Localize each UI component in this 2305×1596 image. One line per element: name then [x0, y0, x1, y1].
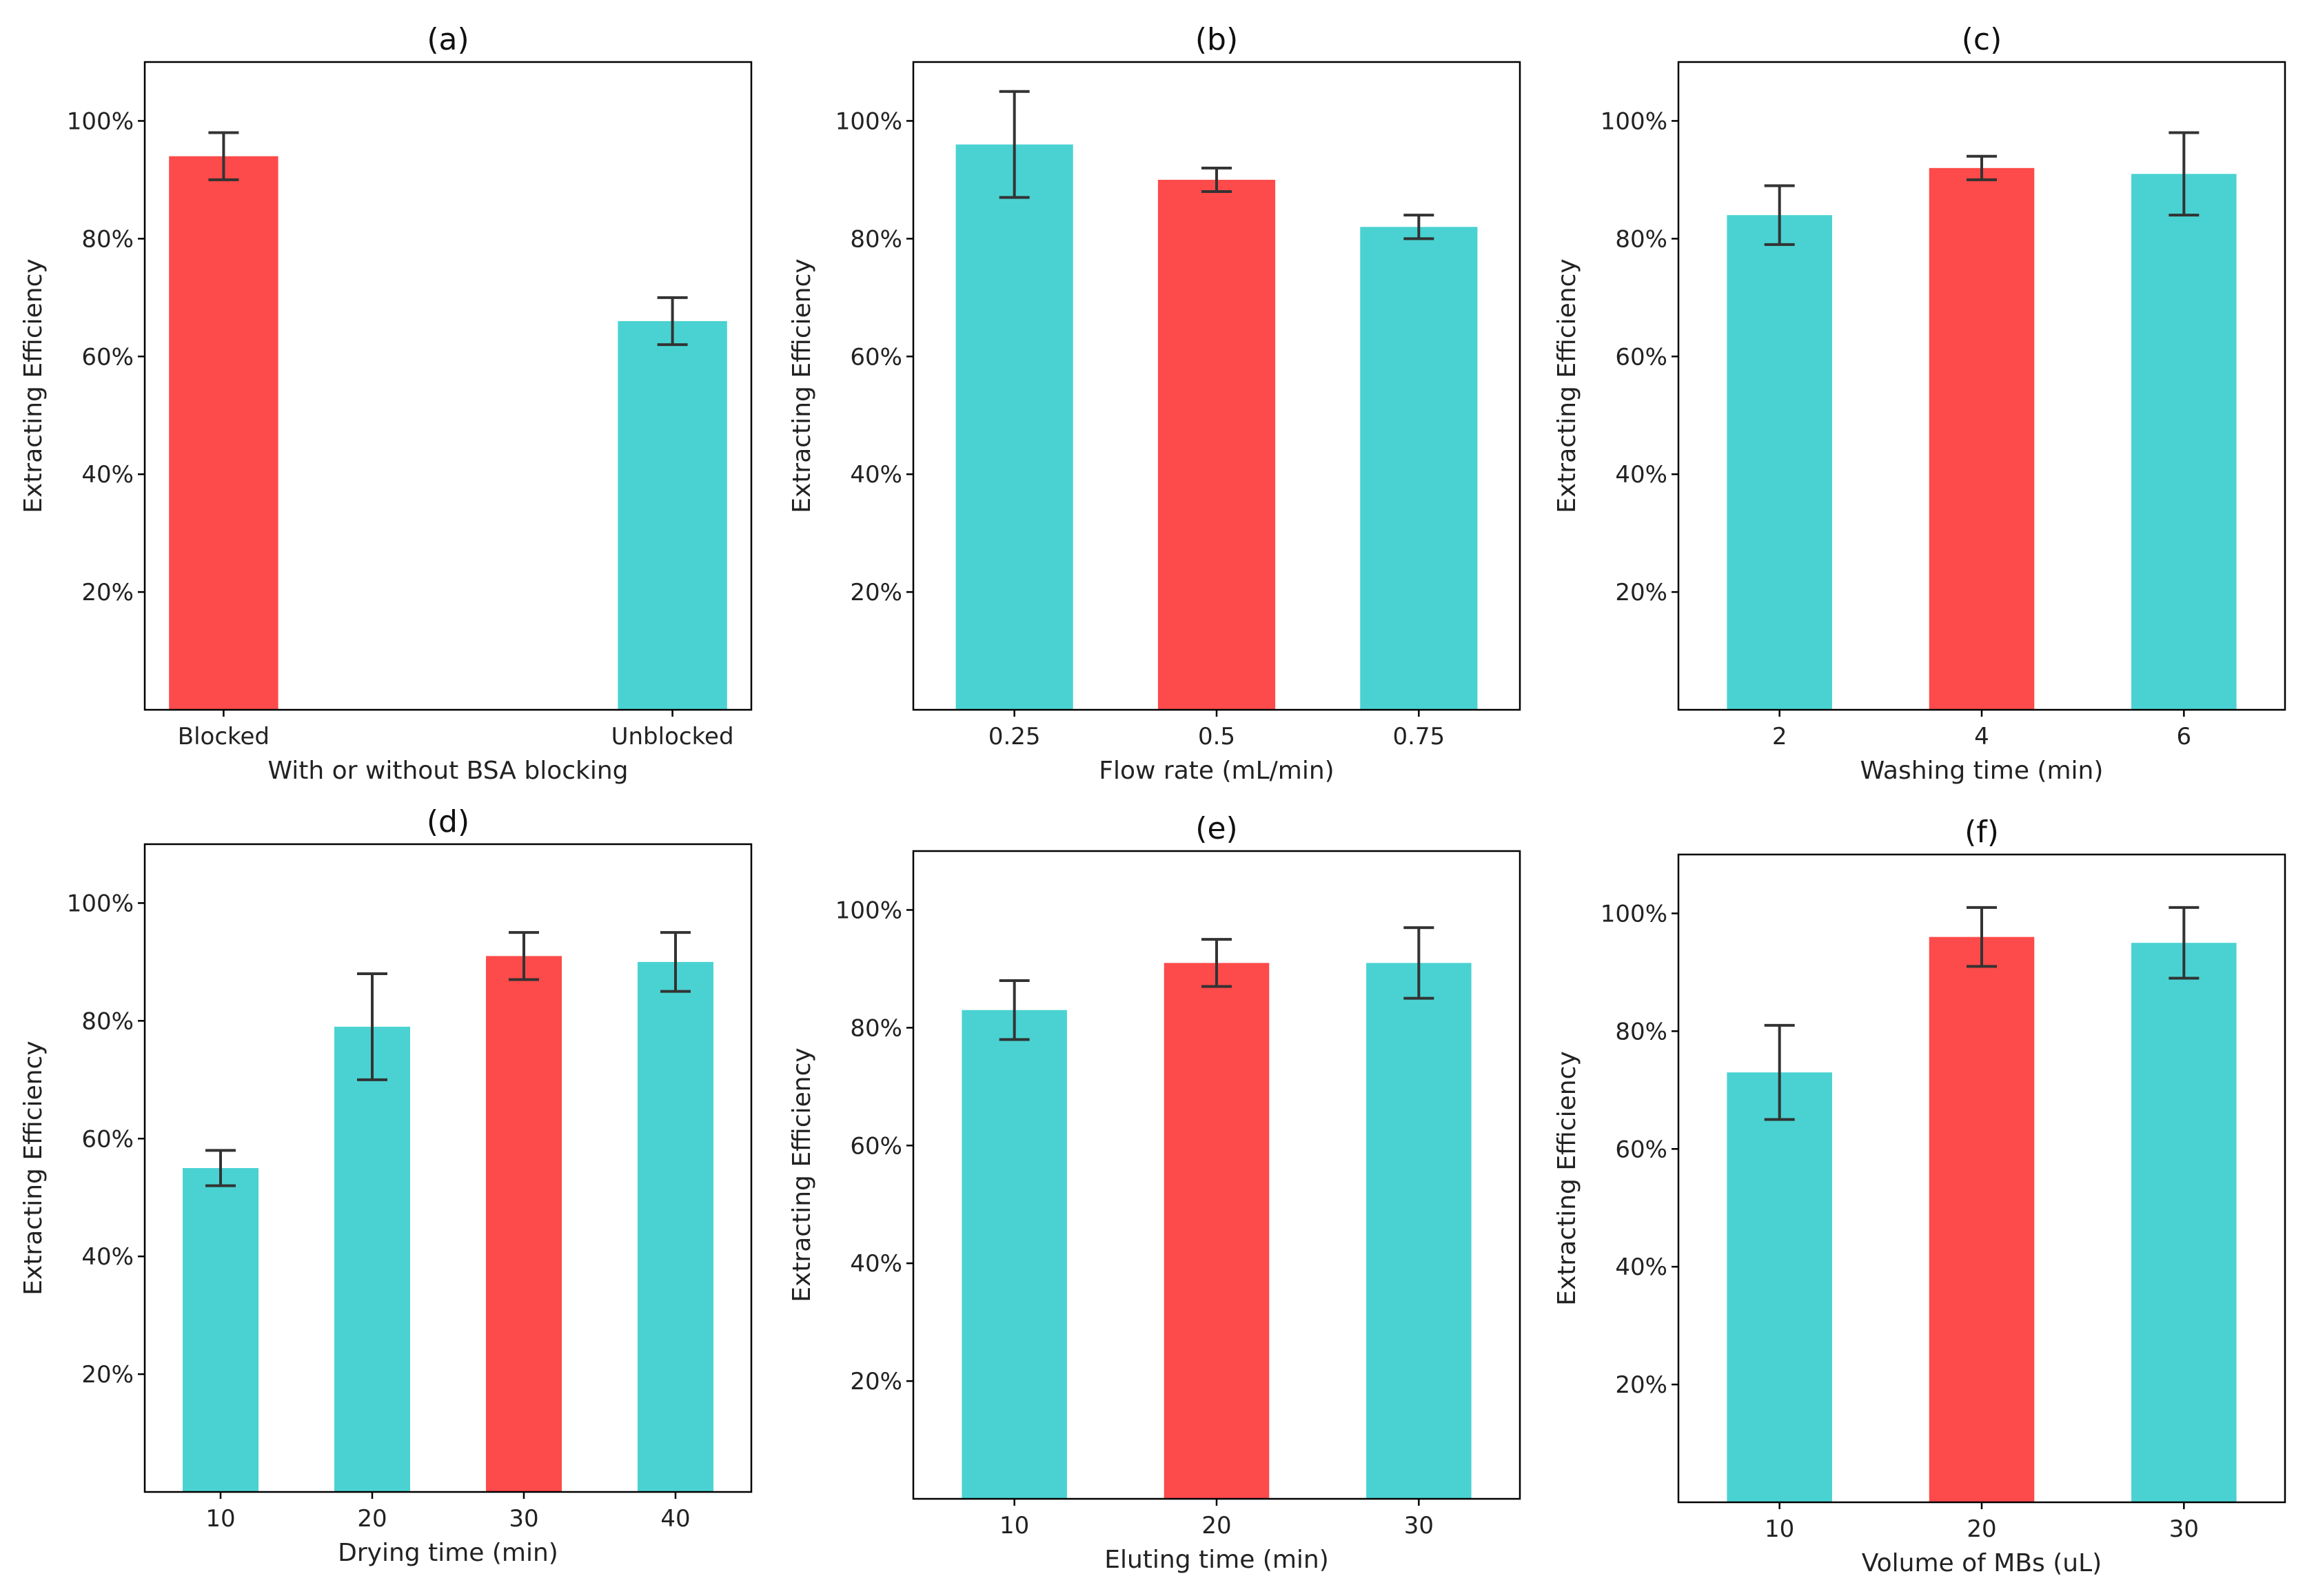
y-tick-label: 100% [835, 897, 902, 924]
x-axis-label: Flow rate (mL/min) [1099, 757, 1334, 785]
bar-30 [1366, 963, 1472, 1499]
y-axis-label: Extracting Efficiency [788, 1047, 816, 1302]
y-tick-label: 60% [1615, 1136, 1667, 1163]
chart-panel-1: 20% 40% 60% 80% 100% Blocked Unblocked With or … [19, 22, 753, 785]
x-tick-label: 20 [1967, 1515, 1996, 1543]
bar-Unblocked [618, 321, 727, 710]
x-tick-label: Blocked [178, 723, 270, 750]
bar-20 [1164, 963, 1270, 1499]
y-tick-label: 100% [835, 108, 902, 135]
x-tick-label: 0.25 [988, 723, 1041, 750]
panel-title: (b) [1195, 22, 1238, 57]
bar-0.75 [1360, 227, 1478, 710]
y-tick-label: 60% [850, 1132, 902, 1160]
x-axis-label: Volume of MBs (uL) [1862, 1549, 2102, 1577]
y-tick-label: 60% [850, 343, 902, 371]
x-tick-label: 20 [1201, 1512, 1231, 1539]
y-tick-label: 80% [850, 225, 902, 253]
y-tick-label: 100% [67, 108, 134, 135]
y-tick-label: 20% [81, 579, 134, 606]
y-tick-label: 80% [850, 1014, 902, 1042]
y-tick-label: 40% [850, 461, 902, 489]
y-tick-label: 60% [1615, 343, 1667, 371]
x-tick-label: 6 [2177, 723, 2192, 750]
y-tick-label: 40% [81, 461, 134, 489]
bar-0.25 [955, 144, 1073, 710]
y-tick-label: 20% [850, 579, 902, 606]
y-tick-label: 40% [1615, 1254, 1667, 1281]
bar-40 [638, 961, 713, 1492]
y-tick-label: 80% [1615, 1018, 1667, 1045]
bar-30 [2131, 943, 2237, 1502]
y-axis-label: Extracting Efficiency [19, 1041, 48, 1295]
y-tick-label: 40% [81, 1243, 134, 1271]
x-tick-label: 4 [1974, 723, 1989, 750]
y-axis-label: Extracting Efficiency [1553, 1051, 1581, 1305]
x-axis-label: Eluting time (min) [1104, 1546, 1329, 1574]
y-axis-label: Extracting Efficiency [1553, 258, 1581, 513]
bar-10 [1727, 1072, 1832, 1502]
panel-title: (c) [1962, 22, 2002, 57]
bar-6 [2131, 174, 2237, 710]
bar-10 [183, 1168, 258, 1492]
y-tick-label: 100% [1601, 108, 1667, 135]
y-tick-label: 100% [67, 890, 134, 917]
x-tick-label: 10 [1765, 1515, 1794, 1543]
chart-panel-3: 20% 40% 60% 80% 100% 2 4 6 Washing time (min) Ext… [1553, 22, 2286, 785]
x-tick-label: 30 [1404, 1512, 1434, 1539]
y-tick-label: 40% [1615, 461, 1667, 489]
chart-panel-5: 20% 40% 60% 80% 100% 10 20 30 Eluting time (min)… [788, 811, 1521, 1574]
bar-30 [486, 956, 562, 1492]
x-axis-label: With or without BSA blocking [267, 757, 628, 785]
y-tick-label: 20% [1615, 1371, 1667, 1399]
y-tick-label: 20% [850, 1368, 902, 1395]
x-tick-label: 0.75 [1392, 723, 1445, 750]
y-axis-label: Extracting Efficiency [788, 258, 816, 513]
panel-title: (d) [427, 804, 469, 839]
x-tick-label: 10 [205, 1505, 235, 1533]
y-tick-label: 80% [81, 225, 134, 253]
y-tick-label: 40% [850, 1250, 902, 1278]
y-tick-label: 60% [81, 1125, 134, 1153]
y-tick-label: 60% [81, 343, 134, 371]
x-tick-label: 20 [357, 1505, 387, 1533]
x-axis-label: Drying time (min) [338, 1539, 558, 1567]
plot-frame [143, 61, 753, 711]
panel-title: (f) [1964, 815, 1999, 850]
x-tick-label: 10 [999, 1512, 1029, 1539]
bar-20 [1929, 937, 2035, 1502]
bar-0.5 [1157, 179, 1276, 710]
x-tick-label: Unblocked [611, 723, 734, 750]
x-tick-label: 30 [2169, 1515, 2199, 1543]
x-tick-label: 30 [509, 1505, 538, 1533]
x-tick-label: 40 [660, 1505, 690, 1533]
chart-panel-6: 20% 40% 60% 80% 100% 10 20 30 Volume of MBs (uL)… [1553, 815, 2286, 1577]
y-tick-label: 20% [81, 1361, 134, 1389]
y-tick-label: 80% [1615, 225, 1667, 253]
x-axis-label: Washing time (min) [1860, 757, 2104, 785]
y-tick-label: 100% [1601, 900, 1667, 928]
x-tick-label: 2 [1772, 723, 1787, 750]
bar-4 [1929, 167, 2035, 710]
y-axis-label: Extracting Efficiency [19, 258, 48, 513]
y-tick-label: 20% [1615, 579, 1667, 606]
x-tick-label: 0.5 [1198, 723, 1235, 750]
bar-10 [962, 1010, 1067, 1499]
chart-panel-2: 20% 40% 60% 80% 100% 0.25 0.5 0.75 Flow rate (mL… [788, 22, 1521, 785]
panel-title: (a) [427, 22, 469, 57]
plot-frame [143, 843, 753, 1493]
bar-2 [1727, 215, 1832, 710]
y-tick-label: 80% [81, 1007, 134, 1035]
panel-title: (e) [1195, 811, 1237, 846]
bar-Blocked [169, 156, 278, 710]
chart-panel-4: 20% 40% 60% 80% 100% 10 20 30 40 Drying time (min… [19, 804, 753, 1567]
bar-20 [334, 1026, 410, 1492]
